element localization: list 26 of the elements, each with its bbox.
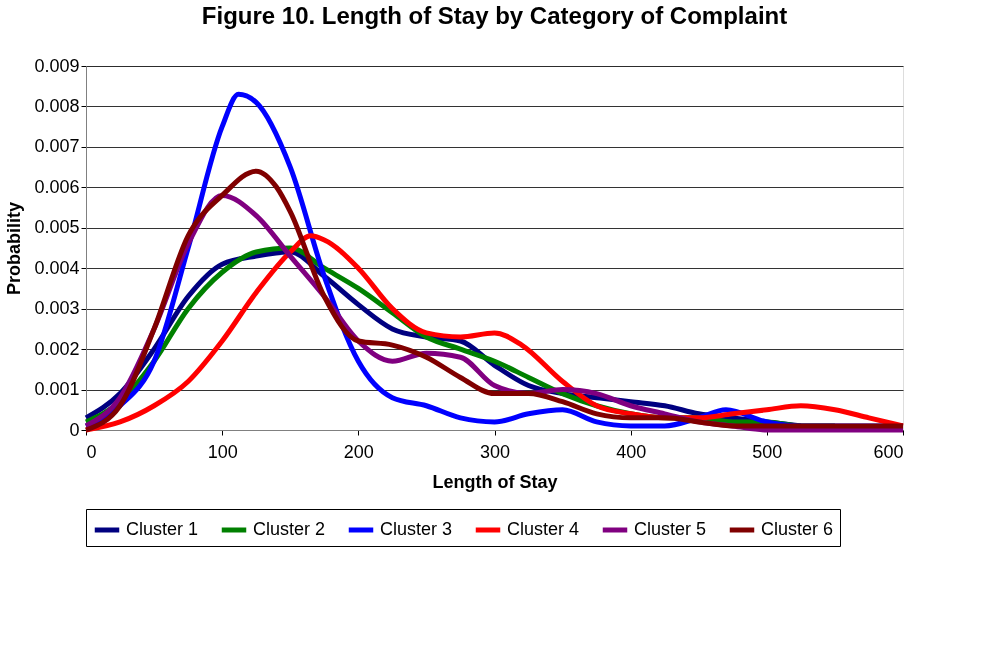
legend-label: Cluster 2: [253, 519, 326, 539]
y-tick-label: 0.004: [34, 257, 80, 278]
x-tick-label: 400: [616, 441, 647, 462]
legend-label: Cluster 3: [380, 519, 453, 539]
y-tick-label: 0.009: [34, 55, 80, 76]
x-tick-label: 500: [752, 441, 783, 462]
legend-label: Cluster 1: [126, 519, 199, 539]
y-tick-label: 0: [69, 419, 80, 440]
legend-label: Cluster 5: [634, 519, 707, 539]
y-tick-label: 0.008: [34, 95, 80, 116]
y-tick-label: 0.006: [34, 176, 80, 197]
legend-label: Cluster 4: [507, 519, 580, 539]
y-tick-label: 0.005: [34, 217, 80, 238]
y-tick-label: 0.002: [34, 338, 80, 359]
x-tick-label: 600: [873, 441, 904, 462]
x-tick-label: 100: [207, 441, 238, 462]
chart-title: Figure 10. Length of Stay by Category of Complaint: [201, 2, 788, 29]
y-axis-title: Probability: [4, 201, 25, 296]
x-axis-title: Length of Stay: [432, 471, 558, 492]
x-tick-label: 0: [86, 441, 97, 462]
y-tick-label: 0.001: [34, 379, 80, 400]
legend-label: Cluster 6: [761, 519, 834, 539]
x-tick-label: 300: [479, 441, 511, 462]
x-tick-label: 200: [343, 441, 374, 462]
y-tick-label: 0.007: [34, 136, 80, 157]
y-tick-label: 0.003: [34, 298, 80, 319]
